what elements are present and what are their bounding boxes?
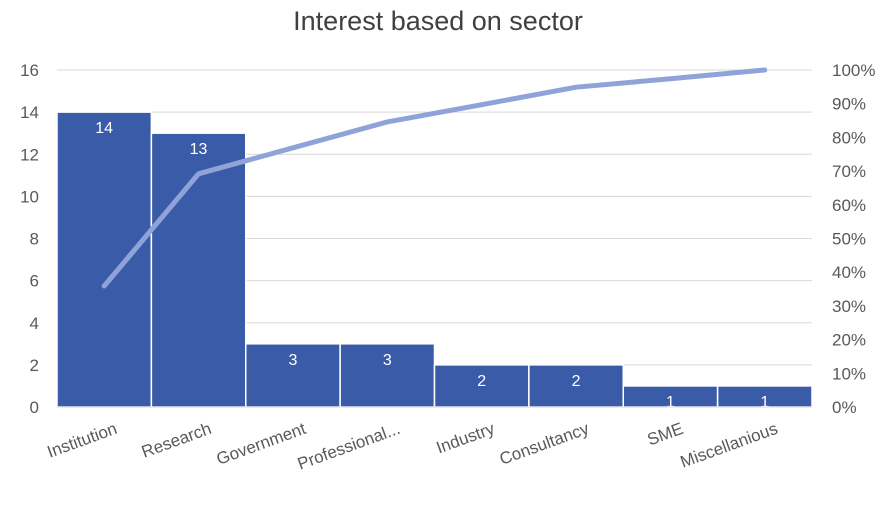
bar <box>150 132 247 408</box>
bar <box>433 364 530 408</box>
category-label: Consultancy <box>497 419 592 469</box>
y2-tick-label: 60% <box>832 196 866 215</box>
data-label: 3 <box>383 352 392 369</box>
data-label: 3 <box>288 352 297 369</box>
y-tick-label: 12 <box>20 145 39 164</box>
y2-tick-label: 40% <box>832 263 866 282</box>
y2-tick-label: 70% <box>832 162 866 181</box>
y-tick-label: 0 <box>30 398 39 417</box>
category-label: Professional... <box>295 419 403 474</box>
y-tick-label: 10 <box>20 187 39 206</box>
y-tick-label: 8 <box>30 230 39 249</box>
y-axis-right: 0% 10% 20% 30% 40% 50% 60% 70% 80% 90% 100% <box>832 61 875 417</box>
category-label: SME <box>645 419 686 449</box>
x-axis: Institution Research GovernmentProfessiona… <box>45 406 812 474</box>
data-label: 1 <box>666 394 675 411</box>
bar <box>245 343 341 408</box>
chart-title: Interest based on sector <box>293 6 583 36</box>
y2-tick-label: 0% <box>832 398 857 417</box>
category-label: Research <box>139 419 214 462</box>
y2-tick-label: 10% <box>832 364 866 383</box>
y-tick-label: 4 <box>30 314 39 333</box>
category-label: Miscellanious <box>678 419 780 472</box>
data-label: 2 <box>477 373 486 390</box>
y-axis-left: 0 2 4 6 8 10 12 14 16 <box>20 61 39 417</box>
category-label: Industry <box>434 419 498 458</box>
y-tick-label: 14 <box>20 103 39 122</box>
data-label: 2 <box>572 373 581 390</box>
bars <box>56 111 813 408</box>
category-label: Institution <box>45 419 120 462</box>
data-label: 1 <box>760 394 769 411</box>
y-tick-label: 16 <box>20 61 39 80</box>
y2-tick-label: 50% <box>832 230 866 249</box>
y2-tick-label: 90% <box>832 95 866 114</box>
data-label: 13 <box>190 141 208 158</box>
data-label: 14 <box>95 120 113 137</box>
y-tick-label: 6 <box>30 272 39 291</box>
bar <box>56 111 153 408</box>
y2-tick-label: 100% <box>832 61 875 80</box>
cumulative-line <box>101 67 768 289</box>
y2-tick-label: 80% <box>832 128 866 147</box>
y2-tick-label: 20% <box>832 331 866 350</box>
category-label: Government <box>214 419 309 469</box>
y2-tick-label: 30% <box>832 297 866 316</box>
y-tick-label: 2 <box>30 356 39 375</box>
cumulative-percent-line <box>101 67 768 289</box>
data-labels: 14 13 3 3 2 2 1 1 <box>95 120 769 411</box>
